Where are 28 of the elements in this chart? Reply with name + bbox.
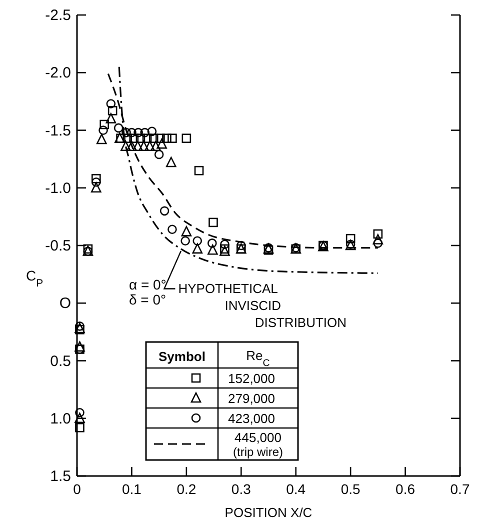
y-axis-title: C$_{P}$: [26, 267, 44, 290]
legend-label: 152,000: [228, 371, 275, 386]
annotation: δ = 0°: [128, 291, 166, 308]
legend-label: 445,000 (trip wire): [233, 430, 283, 459]
x-tick-label: 0.6: [396, 481, 416, 497]
x-tick-label: 0.2: [176, 481, 196, 497]
x-tick-label: 0.5: [340, 481, 361, 497]
y-tick-label: -1.5: [45, 122, 71, 140]
y-tick-label: 1.5: [50, 468, 71, 485]
x-tick-label: 0.1: [122, 481, 142, 497]
legend-label: 279,000: [228, 391, 275, 406]
x-axis-title: POSITION X/C: [224, 505, 312, 520]
x-tick-label: 0: [73, 481, 82, 497]
series-label: HYPOTHETICAL INVISCID DISTRIBUTION: [178, 280, 347, 330]
y-tick-label: -2.5: [45, 7, 71, 24]
y-tick-label: 1.0: [50, 410, 71, 428]
y-tick-label: -0.5: [45, 238, 71, 254]
y-tick-label: 0.5: [50, 352, 71, 370]
x-tick-label: 0.7: [450, 481, 470, 497]
annotation: α = 0°: [128, 276, 166, 292]
legend-title: Re$_{C}$: [246, 348, 270, 368]
x-tick-label: 0.3: [231, 481, 252, 497]
y-tick-label: O: [59, 295, 71, 312]
x-tick-label: 0.4: [286, 481, 306, 497]
y-tick-label: -2.0: [45, 64, 71, 82]
legend-label: 423,000: [228, 411, 275, 426]
y-tick-label: -1.0: [45, 180, 71, 197]
annotation: Symbol: [158, 349, 206, 364]
